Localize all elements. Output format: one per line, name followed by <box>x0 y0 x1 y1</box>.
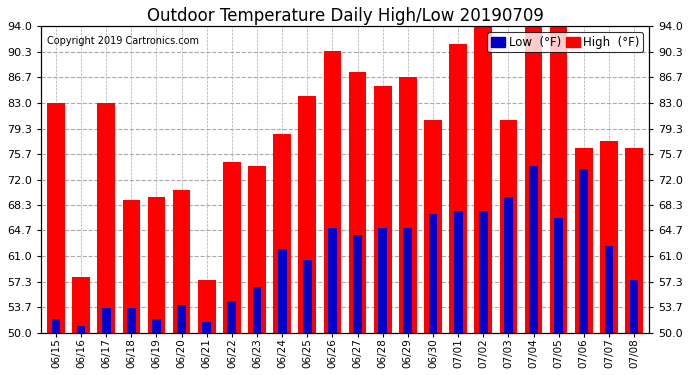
Bar <box>454 211 462 333</box>
Bar <box>374 86 391 333</box>
Bar <box>475 27 492 333</box>
Bar <box>424 120 442 333</box>
Bar <box>630 280 638 333</box>
Bar <box>575 148 593 333</box>
Bar <box>404 228 412 333</box>
Bar <box>500 120 518 333</box>
Bar <box>248 166 266 333</box>
Bar <box>479 211 488 333</box>
Title: Outdoor Temperature Daily High/Low 20190709: Outdoor Temperature Daily High/Low 20190… <box>146 7 544 25</box>
Bar <box>328 228 337 333</box>
Bar <box>72 277 90 333</box>
Bar <box>253 287 262 333</box>
Bar <box>353 235 362 333</box>
Bar <box>177 305 186 333</box>
Bar <box>550 27 567 333</box>
Text: Copyright 2019 Cartronics.com: Copyright 2019 Cartronics.com <box>47 36 199 46</box>
Bar <box>152 319 161 333</box>
Bar <box>348 72 366 333</box>
Bar <box>604 246 613 333</box>
Bar <box>47 103 65 333</box>
Bar <box>223 162 241 333</box>
Bar <box>504 197 513 333</box>
Bar <box>428 214 437 333</box>
Bar <box>600 141 618 333</box>
Bar <box>102 308 110 333</box>
Bar <box>554 218 563 333</box>
Bar <box>97 103 115 333</box>
Bar <box>52 319 60 333</box>
Bar <box>273 134 291 333</box>
Bar <box>580 169 588 333</box>
Bar <box>127 308 136 333</box>
Bar <box>449 44 467 333</box>
Bar <box>198 280 215 333</box>
Bar <box>148 197 166 333</box>
Bar <box>529 166 538 333</box>
Bar <box>378 228 387 333</box>
Bar <box>123 200 140 333</box>
Bar <box>278 249 286 333</box>
Bar <box>202 322 211 333</box>
Bar <box>228 302 236 333</box>
Bar <box>299 96 316 333</box>
Bar <box>77 326 86 333</box>
Bar <box>324 51 342 333</box>
Bar <box>524 27 542 333</box>
Bar <box>303 260 312 333</box>
Bar <box>625 148 643 333</box>
Bar <box>399 77 417 333</box>
Legend: Low  (°F), High  (°F): Low (°F), High (°F) <box>487 32 643 53</box>
Bar <box>172 190 190 333</box>
